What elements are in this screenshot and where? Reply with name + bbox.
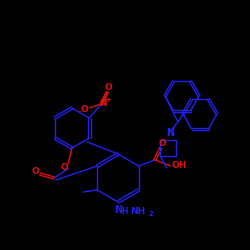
Text: O: O xyxy=(80,106,88,114)
Text: O: O xyxy=(159,140,167,148)
Text: N: N xyxy=(114,205,122,215)
Text: OH: OH xyxy=(171,162,186,170)
Text: N: N xyxy=(100,100,107,108)
Text: O: O xyxy=(31,166,39,175)
Text: NH: NH xyxy=(130,208,146,216)
Text: O: O xyxy=(104,82,112,92)
Text: ⁻: ⁻ xyxy=(77,108,81,118)
Text: H: H xyxy=(121,206,127,216)
Text: 2: 2 xyxy=(148,211,154,217)
Text: O: O xyxy=(60,162,68,172)
Text: +: + xyxy=(106,97,111,103)
Text: N: N xyxy=(166,128,174,138)
